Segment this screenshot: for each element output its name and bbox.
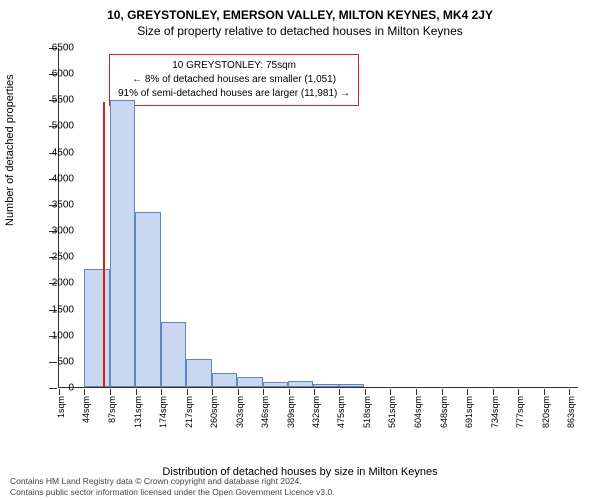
title-address: 10, GREYSTONLEY, EMERSON VALLEY, MILTON … xyxy=(0,0,600,22)
histogram-bar xyxy=(237,377,262,387)
y-tick-label: 500 xyxy=(34,356,74,367)
x-tick xyxy=(84,389,85,395)
x-tick-label: 44sqm xyxy=(81,396,91,436)
histogram-bar xyxy=(161,322,186,387)
histogram-bar xyxy=(313,384,338,387)
x-tick xyxy=(136,389,137,395)
x-tick-label: 217sqm xyxy=(184,396,194,436)
x-tick xyxy=(187,389,188,395)
x-tick-label: 820sqm xyxy=(541,396,551,436)
histogram-bar xyxy=(84,269,109,387)
x-tick xyxy=(289,389,290,395)
footer-line2: Contains public sector information licen… xyxy=(10,487,335,498)
chart-area: 10 GREYSTONLEY: 75sqm ← 8% of detached h… xyxy=(58,48,578,428)
x-tick xyxy=(263,389,264,395)
x-tick xyxy=(161,389,162,395)
y-tick-label: 0 xyxy=(34,383,74,394)
x-tick-label: 648sqm xyxy=(439,396,449,436)
x-tick xyxy=(518,389,519,395)
y-tick-label: 1500 xyxy=(34,304,74,315)
footer-copyright: Contains HM Land Registry data © Crown c… xyxy=(10,476,335,498)
y-tick-label: 2500 xyxy=(34,252,74,263)
histogram-bar xyxy=(339,384,364,387)
histogram-bar xyxy=(212,373,237,387)
x-tick-label: 260sqm xyxy=(209,396,219,436)
y-tick-label: 5000 xyxy=(34,121,74,132)
x-tick-label: 475sqm xyxy=(336,396,346,436)
y-tick-label: 3000 xyxy=(34,226,74,237)
annotation-line2: ← 8% of detached houses are smaller (1,0… xyxy=(118,73,350,87)
title-subtitle: Size of property relative to detached ho… xyxy=(0,22,600,38)
footer-line1: Contains HM Land Registry data © Crown c… xyxy=(10,476,335,487)
x-tick xyxy=(416,389,417,395)
x-tick xyxy=(467,389,468,395)
x-tick xyxy=(365,389,366,395)
annotation-line3: 91% of semi-detached houses are larger (… xyxy=(118,87,350,101)
y-tick-label: 6500 xyxy=(34,43,74,54)
y-axis-label: Number of detached properties xyxy=(4,74,16,226)
x-tick-label: 777sqm xyxy=(515,396,525,436)
x-tick-label: 432sqm xyxy=(311,396,321,436)
property-marker-line xyxy=(103,102,105,387)
x-tick xyxy=(238,389,239,395)
x-tick-label: 691sqm xyxy=(464,396,474,436)
x-tick-label: 561sqm xyxy=(387,396,397,436)
x-tick-label: 346sqm xyxy=(260,396,270,436)
x-tick-label: 734sqm xyxy=(490,396,500,436)
x-tick-label: 87sqm xyxy=(107,396,117,436)
x-tick-label: 1sqm xyxy=(56,396,66,436)
x-tick xyxy=(544,389,545,395)
y-tick-label: 1000 xyxy=(34,330,74,341)
y-tick-label: 6000 xyxy=(34,69,74,80)
annotation-box: 10 GREYSTONLEY: 75sqm ← 8% of detached h… xyxy=(109,54,359,106)
histogram-bar xyxy=(110,100,135,387)
x-tick-label: 389sqm xyxy=(286,396,296,436)
plot-region: 10 GREYSTONLEY: 75sqm ← 8% of detached h… xyxy=(58,48,578,388)
histogram-bar xyxy=(263,382,288,387)
x-tick xyxy=(390,389,391,395)
y-tick-label: 4500 xyxy=(34,147,74,158)
y-tick-label: 2000 xyxy=(34,278,74,289)
y-tick-label: 3500 xyxy=(34,199,74,210)
x-tick xyxy=(442,389,443,395)
x-tick-label: 303sqm xyxy=(235,396,245,436)
annotation-line1: 10 GREYSTONLEY: 75sqm xyxy=(118,59,350,73)
x-tick-label: 518sqm xyxy=(362,396,372,436)
histogram-bar xyxy=(186,359,211,387)
histogram-bar xyxy=(135,212,160,387)
x-tick xyxy=(569,389,570,395)
x-tick-label: 174sqm xyxy=(158,396,168,436)
x-tick xyxy=(493,389,494,395)
x-tick xyxy=(212,389,213,395)
x-tick-label: 863sqm xyxy=(566,396,576,436)
histogram-bar xyxy=(288,381,313,387)
x-tick xyxy=(110,389,111,395)
x-tick-label: 604sqm xyxy=(413,396,423,436)
x-tick xyxy=(314,389,315,395)
y-tick-label: 4000 xyxy=(34,173,74,184)
y-tick-label: 5500 xyxy=(34,95,74,106)
x-tick xyxy=(339,389,340,395)
x-tick-label: 131sqm xyxy=(133,396,143,436)
